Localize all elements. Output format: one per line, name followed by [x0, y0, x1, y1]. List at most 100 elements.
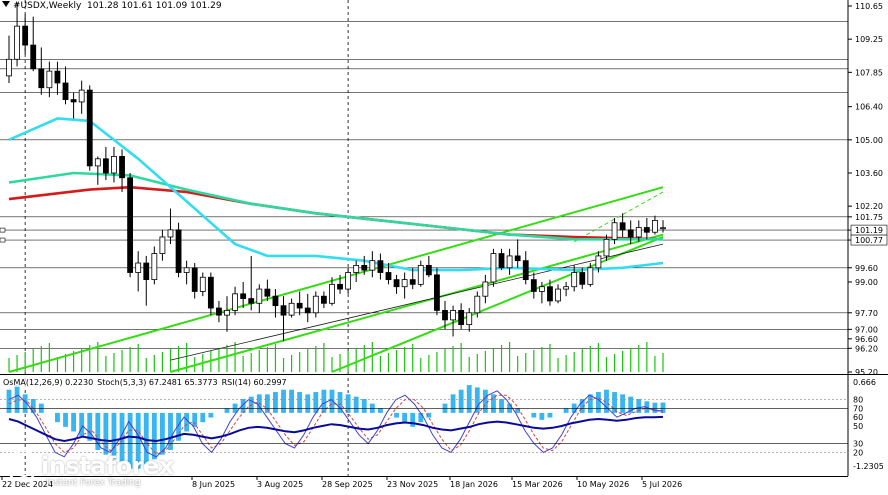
candle-body [329, 283, 335, 304]
candle-body [619, 222, 626, 231]
candle-body [345, 272, 352, 290]
price-tick-label: 101.75 [855, 213, 883, 222]
candle-body [571, 272, 578, 288]
candle-body [111, 156, 117, 174]
price-marker-left [0, 227, 6, 233]
time-tick-label: 15 Mar 2026 [512, 480, 563, 489]
candle-body [506, 255, 513, 269]
indicator-legend: OsMA(12,26,9) 0.2230 Stoch(5,3,3) 67.2481… [3, 378, 291, 387]
candle-body [627, 229, 634, 238]
candle-body [22, 25, 29, 46]
candle-body [547, 286, 553, 302]
trend-line [331, 236, 664, 373]
candle-body [458, 310, 465, 326]
stoch-label: Stoch(5,3,3) 67.2481 65.3773 [97, 378, 218, 387]
candle-body [256, 288, 263, 304]
trend-line [170, 233, 664, 373]
candle-body [288, 302, 295, 316]
candle-body [353, 264, 360, 273]
candle-body [143, 262, 150, 281]
price-tick-label: 99.00 [855, 278, 878, 287]
candle-body [450, 310, 456, 321]
logo-tagline: Instant Forex Trading [46, 478, 141, 488]
trend-line [573, 191, 664, 243]
candle-body [490, 253, 497, 283]
stoch-main-line [8, 390, 664, 458]
candle-body [78, 89, 85, 103]
candle-body [30, 44, 37, 70]
price-tick-label: 95.20 [855, 368, 878, 377]
candle-body [660, 227, 666, 230]
indicator-tick-label: -1.2305 [853, 462, 884, 471]
instaforex-logo: instaforex Instant Forex Trading [6, 450, 174, 488]
stochastic-lines [8, 390, 664, 458]
moving-average-lines [8, 117, 664, 272]
price-tick-label: 106.40 [855, 103, 883, 112]
candle-body [442, 310, 448, 321]
logo-name: instaforex [41, 452, 174, 480]
candle-body [199, 276, 206, 292]
candle-body [522, 260, 529, 281]
candle-body [498, 253, 505, 269]
price-tick-label: 110.65 [855, 2, 883, 11]
candle-body [151, 253, 158, 281]
candle-body [167, 229, 174, 238]
candle-body [135, 262, 142, 273]
candle-body [119, 156, 125, 179]
candle-body [377, 260, 384, 273]
candlestick-series [6, 2, 666, 342]
price-tick-label: 96.60 [855, 335, 878, 344]
time-axis[interactable]: 22 Dec 2024 8 Jun 2025 3 Aug 2025 28 Sep 20… [1, 476, 682, 489]
candle-body [54, 70, 61, 84]
candle-body [595, 255, 602, 269]
price-axis[interactable]: 110.65 109.25 107.85 106.40 105.00 103.60 102.… [0, 2, 888, 377]
candle-body [369, 260, 376, 271]
time-tick-label: 23 Nov 2025 [387, 480, 438, 489]
candle-body [272, 295, 279, 307]
rsi-line [8, 415, 664, 443]
time-tick-label: 3 Aug 2025 [257, 480, 303, 489]
indicator-tick-label: 70 [853, 404, 863, 413]
candle-body [102, 158, 109, 174]
candle-body [361, 264, 368, 271]
price-tick-label: 97.70 [855, 309, 878, 318]
candle-body [14, 25, 20, 60]
price-tick-label: 99.60 [855, 264, 878, 273]
indicator-level-lines [0, 399, 848, 453]
candle-body [555, 288, 561, 302]
candle-body [175, 229, 182, 273]
candle-body [248, 298, 255, 304]
candle-body [240, 293, 247, 299]
time-tick-label: 22 Dec 2024 [2, 480, 53, 489]
candle-body [296, 302, 303, 309]
candle-body [530, 279, 537, 292]
osma-label: OsMA(12,26,9) 0.2230 [3, 378, 94, 387]
candle-body [312, 295, 319, 314]
candle-body [652, 219, 658, 233]
price-tick-label: 103.60 [855, 169, 883, 178]
price-tick-label: 100.77 [855, 236, 883, 245]
trend-channel-lines[interactable] [8, 186, 664, 373]
candle-body [183, 267, 190, 273]
candle-body [232, 293, 238, 311]
price-tick-label: 101.19 [855, 226, 883, 235]
candle-body [280, 305, 287, 316]
symbol-menu-icon[interactable] [2, 1, 10, 7]
price-marker-left [0, 237, 6, 243]
price-tick-label: 107.85 [855, 68, 883, 77]
time-tick-label: 18 Jan 2026 [450, 480, 498, 489]
candle-body [643, 227, 650, 233]
price-tick-label: 109.25 [855, 35, 883, 44]
candle-body [191, 267, 198, 292]
time-tick-label: 8 Jun 2025 [192, 480, 235, 489]
candle-body [434, 274, 440, 311]
candle-body [417, 264, 424, 285]
logo-ring-icon [6, 450, 38, 482]
indicator-tick-label: 0.666 [853, 378, 876, 387]
osma-histogram [6, 385, 666, 469]
chart-header[interactable]: #USDX,Weekly 101.28 101.61 101.09 101.29 [2, 1, 222, 11]
ohlc-values: 101.28 101.61 101.09 101.29 [87, 1, 222, 11]
candle-body [611, 222, 618, 240]
